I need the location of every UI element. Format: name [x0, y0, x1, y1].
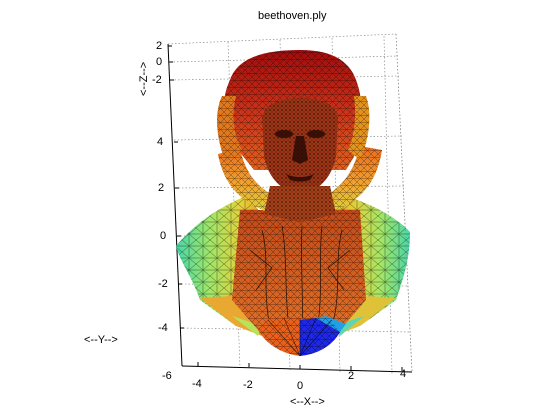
y-tick-label: 2 — [158, 182, 165, 194]
x-tick-label: 0 — [297, 380, 304, 392]
z-tick-label: 2 — [156, 40, 163, 52]
z-tick-label: 0 — [156, 56, 163, 68]
front-grid — [395, 33, 413, 373]
bust-mesh — [176, 50, 410, 357]
x-tick-label: -4 — [192, 378, 202, 390]
y-tick-label: -4 — [158, 322, 168, 334]
y-axis-label: <--Y--> — [84, 334, 118, 346]
y-tick-label: -6 — [162, 370, 172, 382]
y-tick-label: 0 — [160, 230, 167, 242]
figure-title: beethoven.ply — [258, 10, 327, 22]
axis-lines — [167, 43, 413, 373]
x-tick-label: -2 — [243, 379, 253, 391]
y-tick-label: 4 — [157, 136, 164, 148]
x-tick-label: 2 — [348, 370, 355, 382]
x-tick-label: 4 — [400, 368, 407, 380]
y-tick-label: -2 — [158, 278, 168, 290]
z-axis-label: <--Z--> — [138, 61, 150, 96]
tick-marks — [168, 45, 403, 371]
z-tick-label: -2 — [152, 74, 162, 86]
x-axis-label: <--X--> — [290, 396, 325, 408]
